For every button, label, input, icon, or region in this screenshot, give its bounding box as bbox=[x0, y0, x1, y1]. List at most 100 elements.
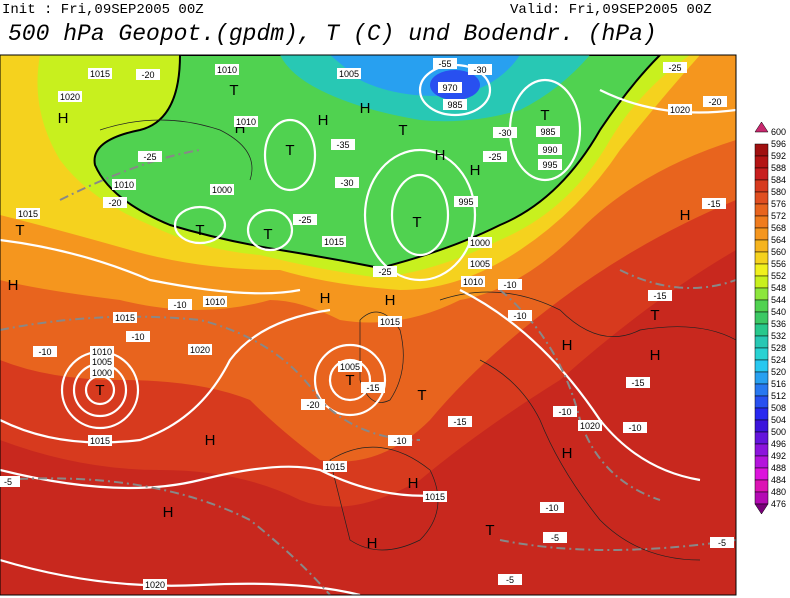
pressure-center: T bbox=[412, 214, 421, 231]
pressure-center: T bbox=[345, 372, 354, 389]
colorbar-segment bbox=[754, 491, 769, 505]
colorbar-label: 532 bbox=[771, 331, 786, 341]
isotherm-label-box bbox=[703, 96, 727, 107]
isobar-label-box bbox=[143, 579, 167, 590]
map-frame bbox=[0, 54, 737, 596]
colorbar-segment bbox=[754, 299, 769, 313]
isobar-label-box bbox=[468, 258, 492, 269]
colorbar-segment bbox=[754, 455, 769, 469]
pressure-center: H bbox=[562, 337, 573, 354]
pressure-center: H bbox=[385, 292, 396, 309]
isotherm-label: -20 bbox=[141, 70, 154, 80]
isotherm-label: -10 bbox=[173, 300, 186, 310]
pressure-center: T bbox=[650, 307, 659, 324]
isobar-label-box bbox=[443, 99, 467, 110]
colorbar-segment bbox=[754, 467, 769, 481]
isobar-label-box bbox=[423, 491, 447, 502]
pressure-center: H bbox=[58, 110, 69, 127]
colorbar-label: 588 bbox=[771, 163, 786, 173]
colorbar-segment bbox=[754, 443, 769, 457]
colorbar-segment bbox=[754, 143, 769, 157]
isobar-label: 1015 bbox=[18, 209, 38, 219]
isotherm-label-box bbox=[361, 382, 385, 393]
pressure-center: T bbox=[417, 387, 426, 404]
map bbox=[0, 55, 736, 595]
isotherm-label-box bbox=[493, 127, 517, 138]
pressure-center: T bbox=[398, 122, 407, 139]
isobar-label: 970 bbox=[442, 83, 457, 93]
pressure-center: T bbox=[540, 107, 549, 124]
isotherm-label-box bbox=[136, 69, 160, 80]
isobar-label-box bbox=[88, 68, 112, 79]
isotherm-label-box bbox=[508, 310, 532, 321]
colorbar-label: 528 bbox=[771, 343, 786, 353]
colorbar-label: 576 bbox=[771, 199, 786, 209]
isotherm-label-box bbox=[293, 214, 317, 225]
colorbar-label: 480 bbox=[771, 487, 786, 497]
isobar-label-box bbox=[454, 196, 478, 207]
isobar-label: 1010 bbox=[236, 117, 256, 127]
isobar-label-box bbox=[322, 236, 346, 247]
init-time: Init : Fri,09SEP2005 00Z bbox=[2, 2, 204, 18]
isotherm-label: -10 bbox=[513, 311, 526, 321]
isobar-label: 1015 bbox=[325, 462, 345, 472]
colorbar-label: 564 bbox=[771, 235, 786, 245]
isobar-label-box bbox=[234, 116, 258, 127]
isotherm-label-box bbox=[710, 537, 734, 548]
isotherm-label: -25 bbox=[378, 267, 391, 277]
isobar-label: 1005 bbox=[470, 259, 490, 269]
pressure-center: T bbox=[485, 522, 494, 539]
colorbar-label: 512 bbox=[771, 391, 786, 401]
isobar-label: 1020 bbox=[670, 105, 690, 115]
isotherm-label: -10 bbox=[545, 503, 558, 513]
isobar-label-box bbox=[203, 296, 227, 307]
isotherm-label-box bbox=[468, 64, 492, 75]
colorbar-segment bbox=[754, 371, 769, 385]
isobar-label: 990 bbox=[542, 145, 557, 155]
isotherm-label: -25 bbox=[298, 215, 311, 225]
isobar-label: 1010 bbox=[92, 347, 112, 357]
pressure-center: H bbox=[163, 504, 174, 521]
isobar-label: 1020 bbox=[190, 345, 210, 355]
isotherm-label-box bbox=[553, 406, 577, 417]
colorbar: 600 596 592 588 584 580 576 572 568 564 560 556 552 5… bbox=[754, 121, 786, 515]
isotherm-label-box bbox=[498, 279, 522, 290]
isobar-label: 1010 bbox=[463, 277, 483, 287]
isobar-label: 995 bbox=[458, 197, 473, 207]
isotherm-label: -10 bbox=[393, 436, 406, 446]
colorbar-segment bbox=[754, 431, 769, 445]
isotherm-label-box bbox=[702, 198, 726, 209]
colorbar-label: 524 bbox=[771, 355, 786, 365]
pressure-center: H bbox=[205, 432, 216, 449]
colorbar-label: 520 bbox=[771, 367, 786, 377]
pressure-center: H bbox=[435, 147, 446, 164]
isobar-label: 1015 bbox=[324, 237, 344, 247]
pressure-center: H bbox=[367, 535, 378, 552]
isotherm-label: -30 bbox=[498, 128, 511, 138]
isobar-label-box bbox=[538, 159, 562, 170]
isobar-label-box bbox=[90, 367, 114, 378]
isotherm-label: -15 bbox=[453, 417, 466, 427]
isobar-label-box bbox=[468, 237, 492, 248]
isobar-label: 1005 bbox=[340, 362, 360, 372]
isobar-label-box bbox=[58, 91, 82, 102]
isobar-label-box bbox=[461, 276, 485, 287]
isotherm-label: -15 bbox=[366, 383, 379, 393]
isotherm-label-box bbox=[663, 62, 687, 73]
isobar-label: 1020 bbox=[145, 580, 165, 590]
isobar-label-box bbox=[215, 64, 239, 75]
pressure-center: H bbox=[408, 475, 419, 492]
colorbar-segment bbox=[754, 395, 769, 409]
colorbar-segment bbox=[754, 155, 769, 169]
colorbar-segment bbox=[754, 419, 769, 433]
isobar-label-box bbox=[88, 435, 112, 446]
pressure-center: H bbox=[235, 120, 246, 137]
colorbar-segment bbox=[754, 407, 769, 421]
valid-time: Valid: Fri,09SEP2005 00Z bbox=[510, 2, 712, 18]
pressure-center: T bbox=[15, 222, 24, 239]
isotherm-label-box bbox=[335, 177, 359, 188]
coastlines bbox=[99, 119, 736, 561]
isotherm-label: -20 bbox=[306, 400, 319, 410]
colorbar-segment bbox=[754, 335, 769, 349]
colorbar-segment bbox=[754, 323, 769, 337]
